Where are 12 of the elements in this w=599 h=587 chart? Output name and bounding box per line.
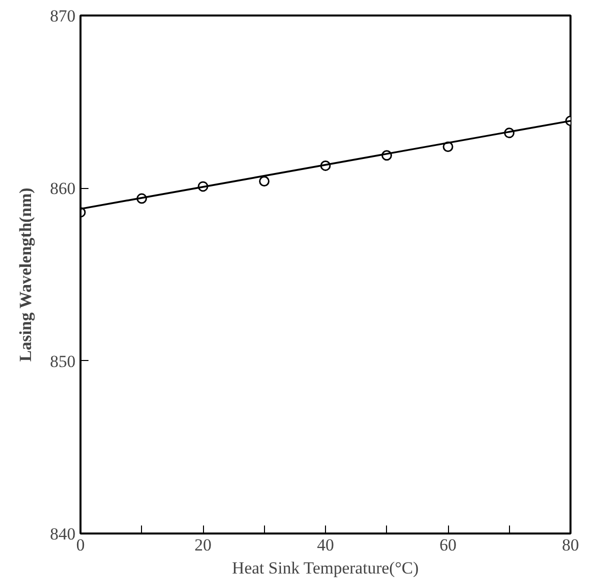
x-axis-title: Heat Sink Temperature(°C): [232, 558, 419, 578]
point: [259, 176, 270, 186]
x-tick-label: 80: [562, 536, 579, 554]
x-tick-label: 40: [317, 536, 334, 554]
y-tick-label: 840: [50, 524, 76, 544]
x-tick-label: 0: [76, 536, 85, 554]
y-tick-label: 850: [50, 352, 76, 371]
x-tick-label: 60: [440, 536, 456, 554]
x-tick-label: 20: [194, 536, 212, 554]
y-tick-label: 860: [50, 179, 76, 198]
y-tick-label: 870: [50, 6, 76, 26]
y-axis-title: Lasing Wavelength(nm): [16, 188, 35, 362]
